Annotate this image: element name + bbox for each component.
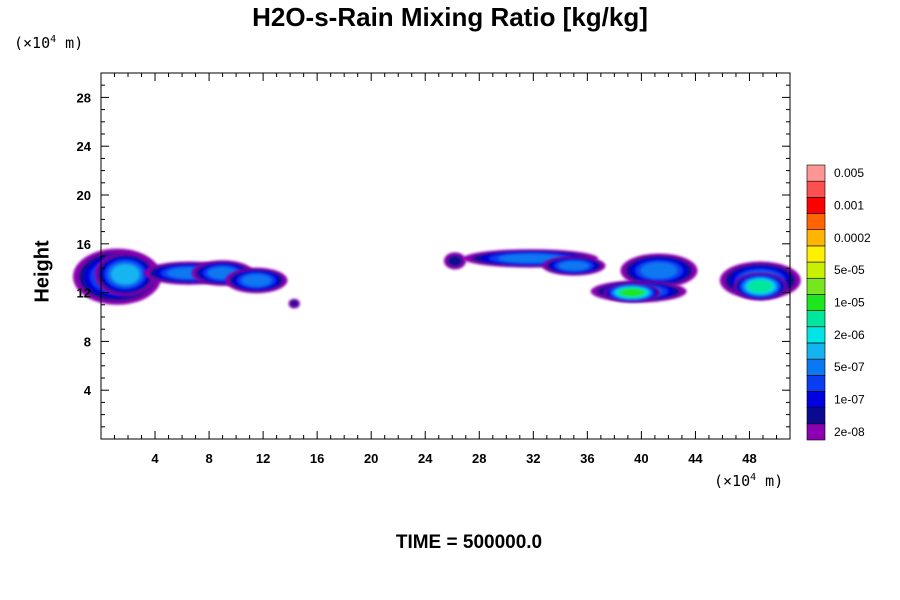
x-tick-label: 36 bbox=[580, 451, 594, 466]
cloud-8-level-4 bbox=[498, 254, 563, 263]
y-tick-label: 20 bbox=[77, 188, 91, 203]
colorbar-label: 1e-05 bbox=[834, 296, 865, 310]
x-tick-label: 28 bbox=[472, 451, 486, 466]
colorbar-swatch bbox=[806, 423, 826, 441]
colorbar-swatch bbox=[806, 294, 826, 311]
x-unit-exponent: 4 bbox=[750, 472, 757, 483]
colorbar: 2e-08 1e-07 5e-07 2e-06 1e-05 5e-05 0.0002 0.00… bbox=[806, 164, 871, 441]
cloud-14 bbox=[733, 272, 788, 301]
colorbar-swatch bbox=[806, 358, 826, 376]
cloud-5 bbox=[225, 267, 288, 294]
cloud-14-level-7 bbox=[748, 280, 772, 293]
cloud-2-level-5 bbox=[111, 264, 140, 285]
x-unit-prefix: (×10 bbox=[714, 472, 751, 490]
x-tick-label: 32 bbox=[526, 451, 540, 466]
x-tick-label: 44 bbox=[688, 451, 703, 466]
y-unit-prefix: (×10 bbox=[14, 34, 51, 52]
y-tick-label: 4 bbox=[84, 383, 92, 398]
colorbar-swatch bbox=[806, 245, 826, 263]
y-axis-unit: (×104 m) bbox=[14, 34, 83, 52]
x-tick-label: 4 bbox=[151, 451, 159, 466]
colorbar-label: 5e-07 bbox=[834, 360, 865, 374]
cloud-5-level-4 bbox=[241, 274, 272, 287]
time-footer: TIME = 500000.0 bbox=[395, 532, 543, 553]
colorbar-swatch bbox=[806, 213, 826, 231]
x-tick-label: 24 bbox=[418, 451, 433, 466]
cloud-12-level-8 bbox=[619, 288, 644, 297]
x-tick-label: 48 bbox=[742, 451, 756, 466]
colorbar-label: 0.005 bbox=[834, 166, 864, 180]
cloud-10 bbox=[620, 253, 698, 288]
y-tick-label: 24 bbox=[77, 139, 92, 154]
colorbar-swatch bbox=[806, 326, 826, 344]
contour-field bbox=[73, 248, 801, 309]
colorbar-swatch bbox=[806, 180, 826, 198]
x-tick-label: 16 bbox=[310, 451, 324, 466]
cloud-4 bbox=[191, 260, 254, 286]
x-axis-unit: (×104 m) bbox=[714, 472, 783, 490]
y-tick-label: 8 bbox=[84, 334, 91, 349]
y-unit-suffix: m) bbox=[56, 34, 84, 52]
colorbar-swatch bbox=[806, 277, 826, 295]
colorbar-swatch bbox=[806, 229, 826, 247]
colorbar-label: 0.001 bbox=[834, 198, 864, 212]
colorbar-swatch bbox=[806, 342, 826, 360]
cloud-2 bbox=[94, 252, 156, 297]
colorbar-swatch bbox=[806, 407, 826, 425]
colorbar-label: 0.0002 bbox=[834, 231, 871, 245]
x-unit-suffix: m) bbox=[756, 472, 784, 490]
colorbar-swatch bbox=[806, 310, 826, 328]
y-tick-label: 12 bbox=[77, 286, 91, 301]
chart-title: H2O-s-Rain Mixing Ratio [kg/kg] bbox=[252, 2, 648, 32]
plot-area-frame bbox=[100, 72, 791, 440]
cloud-12 bbox=[603, 282, 661, 303]
colorbar-swatch bbox=[806, 391, 826, 408]
cloud-9-level-4 bbox=[558, 261, 589, 271]
y-tick-label: 16 bbox=[77, 237, 91, 252]
colorbar-swatch bbox=[806, 261, 826, 279]
x-tick-label: 12 bbox=[256, 451, 270, 466]
y-unit-exponent: 4 bbox=[50, 34, 57, 45]
cloud-9 bbox=[542, 255, 606, 276]
cloud-6-level-1 bbox=[290, 300, 299, 307]
colorbar-swatch bbox=[806, 374, 826, 392]
colorbar-label: 5e-05 bbox=[834, 263, 865, 277]
x-tick-label: 40 bbox=[634, 451, 648, 466]
x-tick-label: 8 bbox=[205, 451, 212, 466]
colorbar-swatch bbox=[806, 164, 826, 182]
cloud-7 bbox=[443, 252, 467, 270]
colorbar-label: 1e-07 bbox=[834, 393, 865, 407]
cloud-7-level-1 bbox=[447, 255, 463, 267]
y-tick-label: 28 bbox=[77, 90, 91, 105]
x-tick-label: 20 bbox=[364, 451, 378, 466]
colorbar-label: 2e-06 bbox=[834, 328, 865, 342]
cloud-6 bbox=[288, 298, 300, 309]
colorbar-label: 2e-08 bbox=[834, 425, 865, 439]
cloud-10-level-4 bbox=[640, 262, 678, 279]
colorbar-swatch bbox=[806, 197, 826, 214]
